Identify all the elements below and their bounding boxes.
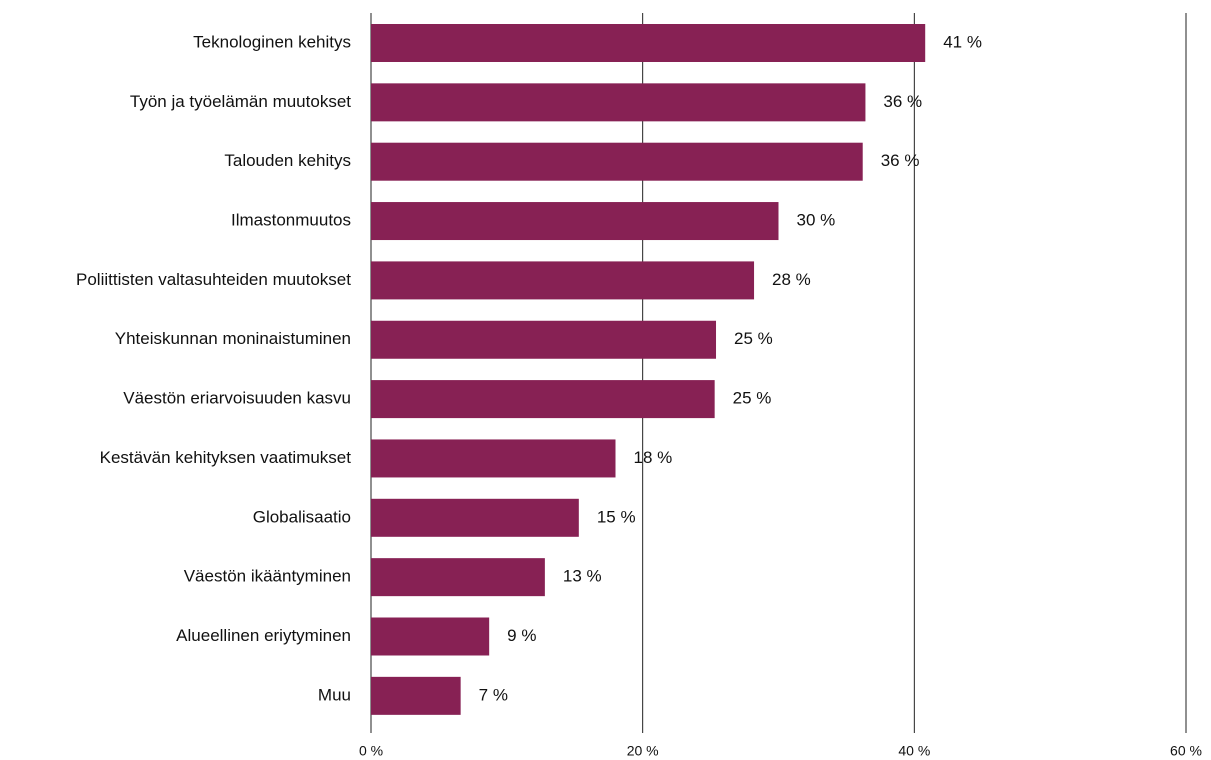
value-label: 25 %: [734, 329, 773, 348]
value-label: 13 %: [563, 567, 602, 586]
category-label: Ilmastonmuutos: [231, 211, 351, 230]
value-label: 36 %: [881, 151, 920, 170]
value-label: 7 %: [479, 685, 508, 704]
category-label: Muu: [318, 685, 351, 704]
value-label: 30 %: [797, 211, 836, 230]
category-label: Teknologinen kehitys: [193, 32, 351, 51]
x-tick-label: 40 %: [898, 743, 930, 759]
bar: [371, 676, 461, 715]
bar: [371, 498, 579, 537]
bar: [371, 380, 715, 419]
category-label: Globalisaatio: [253, 507, 351, 526]
value-label: 36 %: [883, 92, 922, 111]
x-tick-label: 0 %: [359, 743, 383, 759]
bar: [371, 142, 863, 181]
category-label: Yhteiskunnan moninaistuminen: [115, 329, 351, 348]
bar: [371, 83, 866, 122]
category-label: Väestön eriarvoisuuden kasvu: [123, 389, 351, 408]
category-label: Poliittisten valtasuhteiden muutokset: [76, 270, 351, 289]
value-label: 18 %: [634, 448, 673, 467]
bar: [371, 24, 926, 62]
category-label: Väestön ikääntyminen: [184, 567, 351, 586]
bar: [371, 261, 755, 300]
value-label: 9 %: [507, 626, 536, 645]
category-label: Työn ja työelämän muutokset: [130, 92, 351, 111]
x-tick-label: 20 %: [627, 743, 659, 759]
value-label: 25 %: [733, 389, 772, 408]
value-label: 15 %: [597, 507, 636, 526]
x-tick-label: 60 %: [1170, 743, 1202, 759]
value-label: 41 %: [943, 32, 982, 51]
category-label: Alueellinen eriytyminen: [176, 626, 351, 645]
bar: [371, 320, 717, 359]
bar: [371, 202, 779, 241]
bar: [371, 617, 490, 656]
bar: [371, 439, 616, 478]
value-label: 28 %: [772, 270, 811, 289]
category-label: Talouden kehitys: [224, 151, 351, 170]
category-label: Kestävän kehityksen vaatimukset: [100, 448, 352, 467]
bar: [371, 558, 545, 597]
